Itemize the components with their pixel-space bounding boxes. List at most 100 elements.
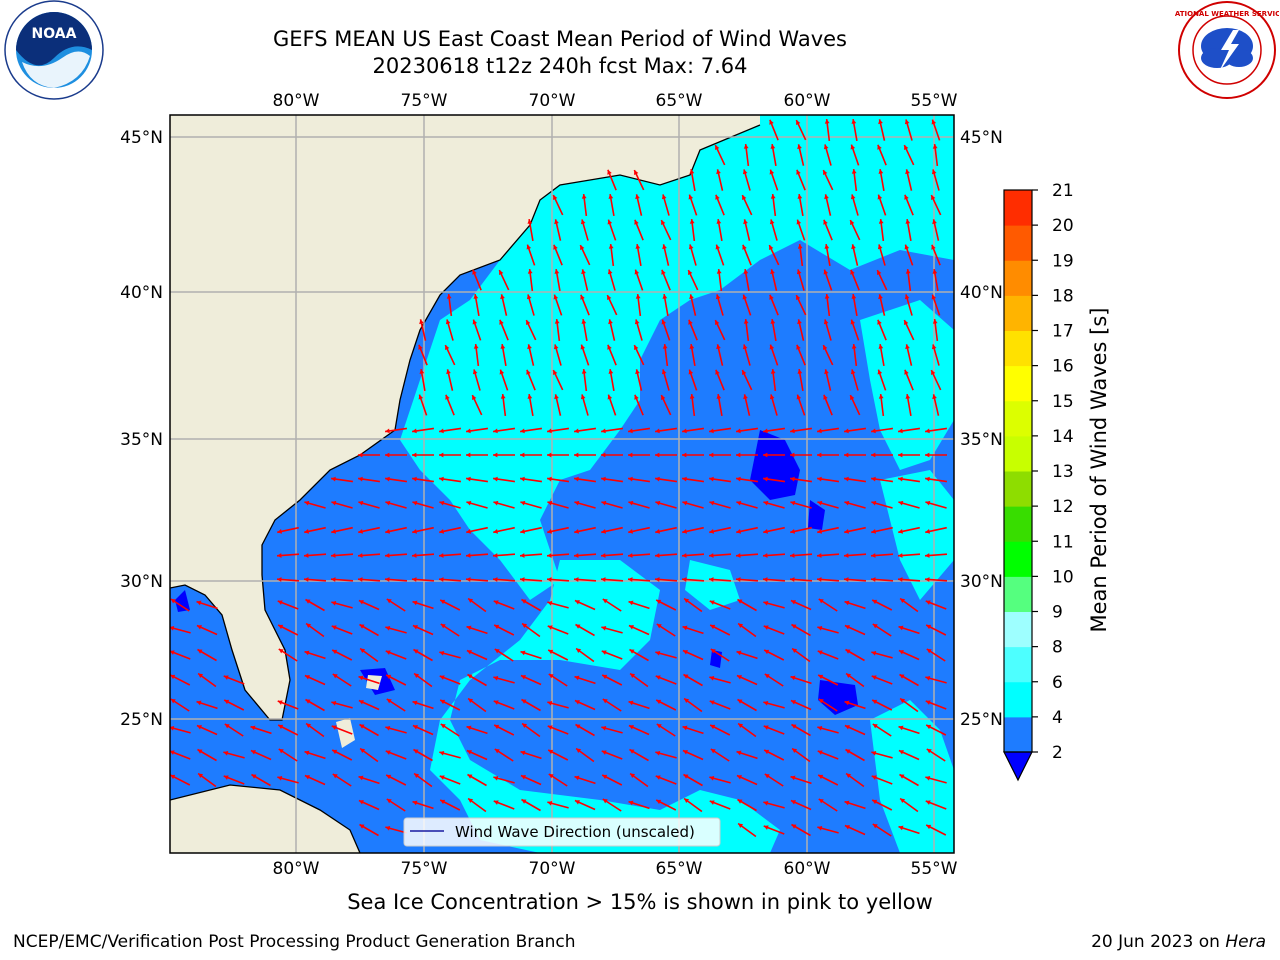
- wave-direction-arrow: [735, 476, 759, 483]
- wave-direction-arrow: [197, 772, 217, 788]
- wave-direction-arrow: [170, 725, 191, 734]
- wave-direction-arrow: [822, 169, 834, 191]
- title-line-2: 20230618 t12z 240h fcst Max: 7.64: [372, 54, 748, 78]
- wave-direction-arrow: [843, 577, 867, 582]
- wave-direction-arrow: [358, 452, 380, 458]
- wave-direction-arrow: [465, 577, 489, 582]
- wave-direction-arrow: [742, 244, 752, 266]
- wave-direction-arrow: [358, 599, 380, 611]
- wave-direction-arrow: [818, 798, 838, 812]
- wave-direction-arrow: [466, 725, 488, 735]
- wave-direction-arrow: [878, 218, 885, 242]
- wave-direction-arrow: [899, 697, 919, 713]
- wave-direction-arrow: [791, 823, 811, 837]
- wave-direction-arrow: [789, 476, 813, 483]
- wave-direction-arrow: [304, 774, 326, 786]
- wave-direction-arrow: [466, 452, 488, 458]
- wave-direction-arrow: [305, 622, 325, 638]
- wave-direction-arrow: [520, 500, 542, 509]
- wave-direction-arrow: [932, 269, 939, 291]
- wave-direction-arrow: [656, 623, 676, 637]
- wave-direction-arrow: [386, 698, 406, 712]
- colorbar-segment: [1004, 576, 1032, 612]
- lon-tick-label: 65°W: [656, 91, 703, 111]
- wave-direction-arrow: [602, 598, 622, 612]
- wave-direction-arrow: [493, 775, 515, 784]
- wave-direction-arrow: [601, 625, 623, 634]
- wave-direction-arrow: [467, 673, 487, 687]
- wave-direction-arrow: [412, 800, 434, 810]
- wave-direction-arrow: [580, 394, 589, 416]
- wave-direction-arrow: [931, 169, 940, 191]
- wave-direction-arrow: [526, 294, 535, 316]
- wave-direction-arrow: [795, 294, 807, 316]
- wave-direction-arrow: [527, 268, 534, 292]
- wave-direction-arrow: [797, 319, 805, 341]
- wave-direction-arrow: [878, 169, 885, 191]
- wave-direction-arrow: [844, 624, 866, 636]
- wave-direction-arrow: [823, 394, 833, 416]
- wave-direction-arrow: [277, 600, 299, 610]
- colorbar-tick-label: 14: [1052, 427, 1074, 447]
- wave-direction-arrow: [716, 344, 724, 366]
- wave-direction-arrow: [790, 775, 812, 785]
- wave-direction-arrow: [277, 624, 299, 636]
- wave-direction-arrow: [500, 393, 507, 417]
- wave-direction-arrow: [277, 700, 299, 710]
- wave-direction-arrow: [898, 625, 920, 635]
- wave-direction-arrow: [708, 553, 732, 558]
- wave-direction-arrow: [823, 144, 832, 166]
- wave-direction-arrow: [735, 577, 759, 582]
- wave-direction-arrow: [743, 318, 750, 342]
- wave-direction-arrow: [520, 452, 542, 458]
- wave-direction-arrow: [574, 526, 596, 534]
- wave-direction-arrow: [278, 748, 298, 762]
- wave-direction-arrow: [817, 725, 839, 734]
- wave-direction-arrow: [384, 553, 408, 558]
- wave-direction-arrow: [607, 169, 617, 191]
- wave-direction-arrow: [789, 427, 813, 434]
- wave-direction-arrow: [688, 194, 698, 216]
- svg-text:NATIONAL WEATHER SERVICE: NATIONAL WEATHER SERVICE: [1175, 10, 1279, 18]
- wave-direction-arrow: [737, 822, 757, 838]
- colorbar-tick-label: 11: [1052, 532, 1074, 552]
- title-line-1: GEFS MEAN US East Coast Mean Period of W…: [273, 27, 847, 51]
- wave-direction-arrow: [817, 750, 839, 760]
- wave-direction-arrow: [386, 598, 406, 612]
- lon-tick-label: 65°W: [656, 859, 703, 879]
- wave-direction-arrow: [817, 825, 839, 834]
- wave-direction-arrow: [359, 823, 379, 837]
- wave-direction-arrow: [790, 675, 812, 685]
- wave-direction-arrow: [816, 577, 840, 582]
- noaa-logo-text: NOAA: [32, 26, 77, 42]
- wave-direction-arrow: [763, 452, 785, 458]
- colorbar-tick-label: 17: [1052, 322, 1074, 342]
- wave-direction-arrow: [575, 747, 595, 763]
- wave-direction-arrow: [904, 244, 914, 266]
- wave-direction-arrow: [520, 650, 542, 660]
- wave-direction-arrow: [899, 797, 919, 813]
- wave-direction-arrow: [655, 799, 677, 811]
- latitude-labels-right: 45°N 40°N 35°N 30°N 25°N: [960, 128, 1003, 730]
- wave-direction-arrow: [467, 773, 487, 787]
- wave-direction-arrow: [580, 219, 589, 241]
- wave-direction-arrow: [689, 294, 697, 316]
- wave-direction-arrow: [466, 526, 488, 534]
- colorbar-tick-label: 4: [1052, 708, 1063, 728]
- wave-direction-arrow: [714, 319, 726, 341]
- wave-direction-arrow: [851, 294, 858, 316]
- wave-direction-arrow: [278, 648, 298, 662]
- wave-direction-arrow: [601, 452, 623, 458]
- wave-direction-arrow: [796, 219, 806, 241]
- wave-direction-arrow: [904, 119, 913, 141]
- wave-direction-arrow: [871, 650, 893, 659]
- wave-direction-arrow: [553, 244, 563, 266]
- wave-direction-arrow: [466, 749, 488, 761]
- wave-direction-arrow: [817, 452, 839, 458]
- wave-direction-arrow: [742, 344, 751, 366]
- wave-direction-arrow: [845, 748, 865, 762]
- wave-direction-arrow: [790, 799, 812, 811]
- wave-direction-arrow: [358, 775, 380, 785]
- wave-direction-arrow: [444, 344, 456, 366]
- wave-direction-arrow: [465, 427, 489, 434]
